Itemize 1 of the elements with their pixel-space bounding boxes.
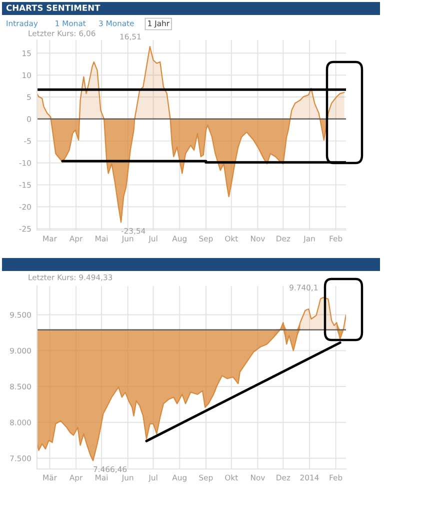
chart-title: CHARTS SENTIMENT	[6, 4, 100, 11]
